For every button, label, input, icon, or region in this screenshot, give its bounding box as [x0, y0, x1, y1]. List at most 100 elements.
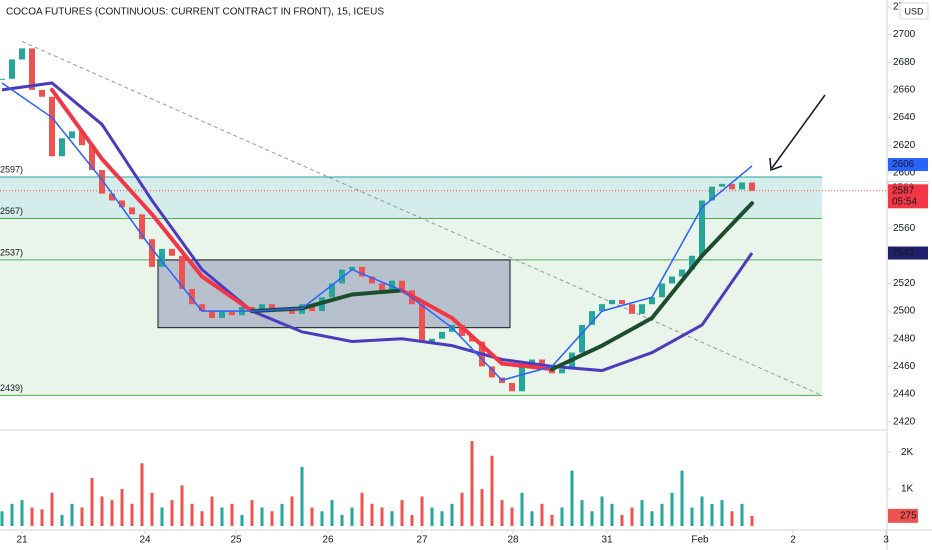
candle	[349, 266, 355, 270]
candle	[669, 276, 675, 284]
currency-box	[899, 2, 929, 20]
candle	[379, 283, 385, 291]
volume-bar	[700, 496, 704, 526]
zone-fill	[0, 218, 822, 396]
candle	[399, 280, 405, 291]
volume-bar	[380, 507, 384, 526]
volume-bar	[110, 500, 114, 526]
moving-average-segment	[50, 87, 104, 162]
volume-bar	[660, 503, 664, 526]
volume-bar	[210, 496, 214, 526]
candle	[459, 324, 465, 336]
volume-bar	[170, 500, 174, 526]
candle	[29, 48, 35, 90]
candle	[179, 255, 185, 289]
candle	[329, 283, 335, 298]
candle	[49, 96, 55, 157]
moving-average-segment	[300, 292, 354, 311]
moving-average-segment	[400, 288, 454, 321]
volume-bar	[520, 492, 524, 526]
volume-bar	[500, 500, 504, 526]
trendline	[21, 41, 823, 396]
volume-bar	[400, 500, 404, 526]
volume-bar	[630, 507, 634, 526]
candle	[59, 138, 65, 157]
y-tick-label: 2640	[893, 112, 916, 123]
volume-bar	[240, 514, 244, 526]
volume-bar	[450, 503, 454, 526]
candle	[639, 304, 645, 314]
candle	[259, 304, 265, 312]
volume-bar	[350, 507, 354, 526]
volume-bar	[280, 503, 284, 526]
candle	[169, 248, 175, 256]
candle	[269, 304, 275, 312]
moving-average	[1, 82, 753, 382]
candle	[369, 276, 375, 284]
candle	[39, 89, 45, 97]
candle	[359, 266, 365, 277]
candle	[739, 182, 745, 190]
volume-bar	[490, 455, 494, 526]
volume-bar	[530, 511, 534, 526]
volume-bar	[130, 503, 134, 526]
x-tick-label: 31	[601, 535, 613, 546]
price-tag	[888, 158, 928, 172]
volume-bar	[540, 503, 544, 526]
level-label: (2439)	[0, 383, 23, 393]
volume-bar	[140, 463, 144, 526]
volume-bar	[320, 511, 324, 526]
y-tick-label: 2420	[893, 416, 916, 427]
candle	[219, 311, 225, 319]
volume-bar	[340, 514, 344, 526]
volume-bar	[730, 511, 734, 526]
candle	[539, 359, 545, 367]
candle	[159, 248, 165, 267]
y-tick-label: 2680	[893, 57, 916, 68]
candle	[99, 170, 105, 194]
level-label: (2597)	[0, 164, 23, 174]
volume-bar	[0, 511, 4, 526]
volume-bar	[750, 515, 754, 526]
candle	[419, 304, 425, 342]
title-bg	[0, 2, 310, 20]
moving-average-segment	[700, 201, 754, 258]
volume-bar	[50, 492, 54, 526]
candle	[429, 338, 435, 342]
moving-average-segment	[600, 316, 654, 348]
volume-bar	[460, 492, 464, 526]
volume-bar	[470, 441, 474, 526]
candle	[0, 78, 5, 80]
price-tag-label: 2542	[892, 248, 915, 259]
moving-average-segment	[450, 316, 504, 366]
volume-bar	[90, 478, 94, 526]
volume-bar	[550, 514, 554, 526]
volume-bar	[250, 500, 254, 526]
moving-average-segment	[200, 274, 254, 314]
volume-bar	[570, 470, 574, 526]
volume-bar	[690, 507, 694, 526]
candle	[229, 311, 235, 316]
moving-average-segment	[100, 157, 154, 217]
candle	[629, 304, 635, 314]
candle	[519, 366, 525, 392]
volume-bar	[30, 507, 34, 526]
arrow-head	[769, 157, 783, 172]
y-tick-label: 2460	[893, 361, 916, 372]
candle	[489, 366, 495, 378]
volume-bar	[60, 514, 64, 526]
candle	[209, 311, 215, 319]
candle	[79, 131, 85, 146]
volume-bar	[670, 492, 674, 526]
x-tick-label: 2	[790, 535, 796, 546]
volume-bar	[740, 503, 744, 526]
chart-title: COCOA FUTURES (CONTINUOUS: CURRENT CONTR…	[6, 7, 384, 18]
volume-bar	[270, 511, 274, 526]
price-tag	[888, 246, 928, 260]
volume-bar	[650, 511, 654, 526]
candle	[89, 145, 95, 171]
moving-average	[1, 81, 754, 373]
candle	[709, 186, 715, 201]
volume-tag	[888, 508, 918, 523]
